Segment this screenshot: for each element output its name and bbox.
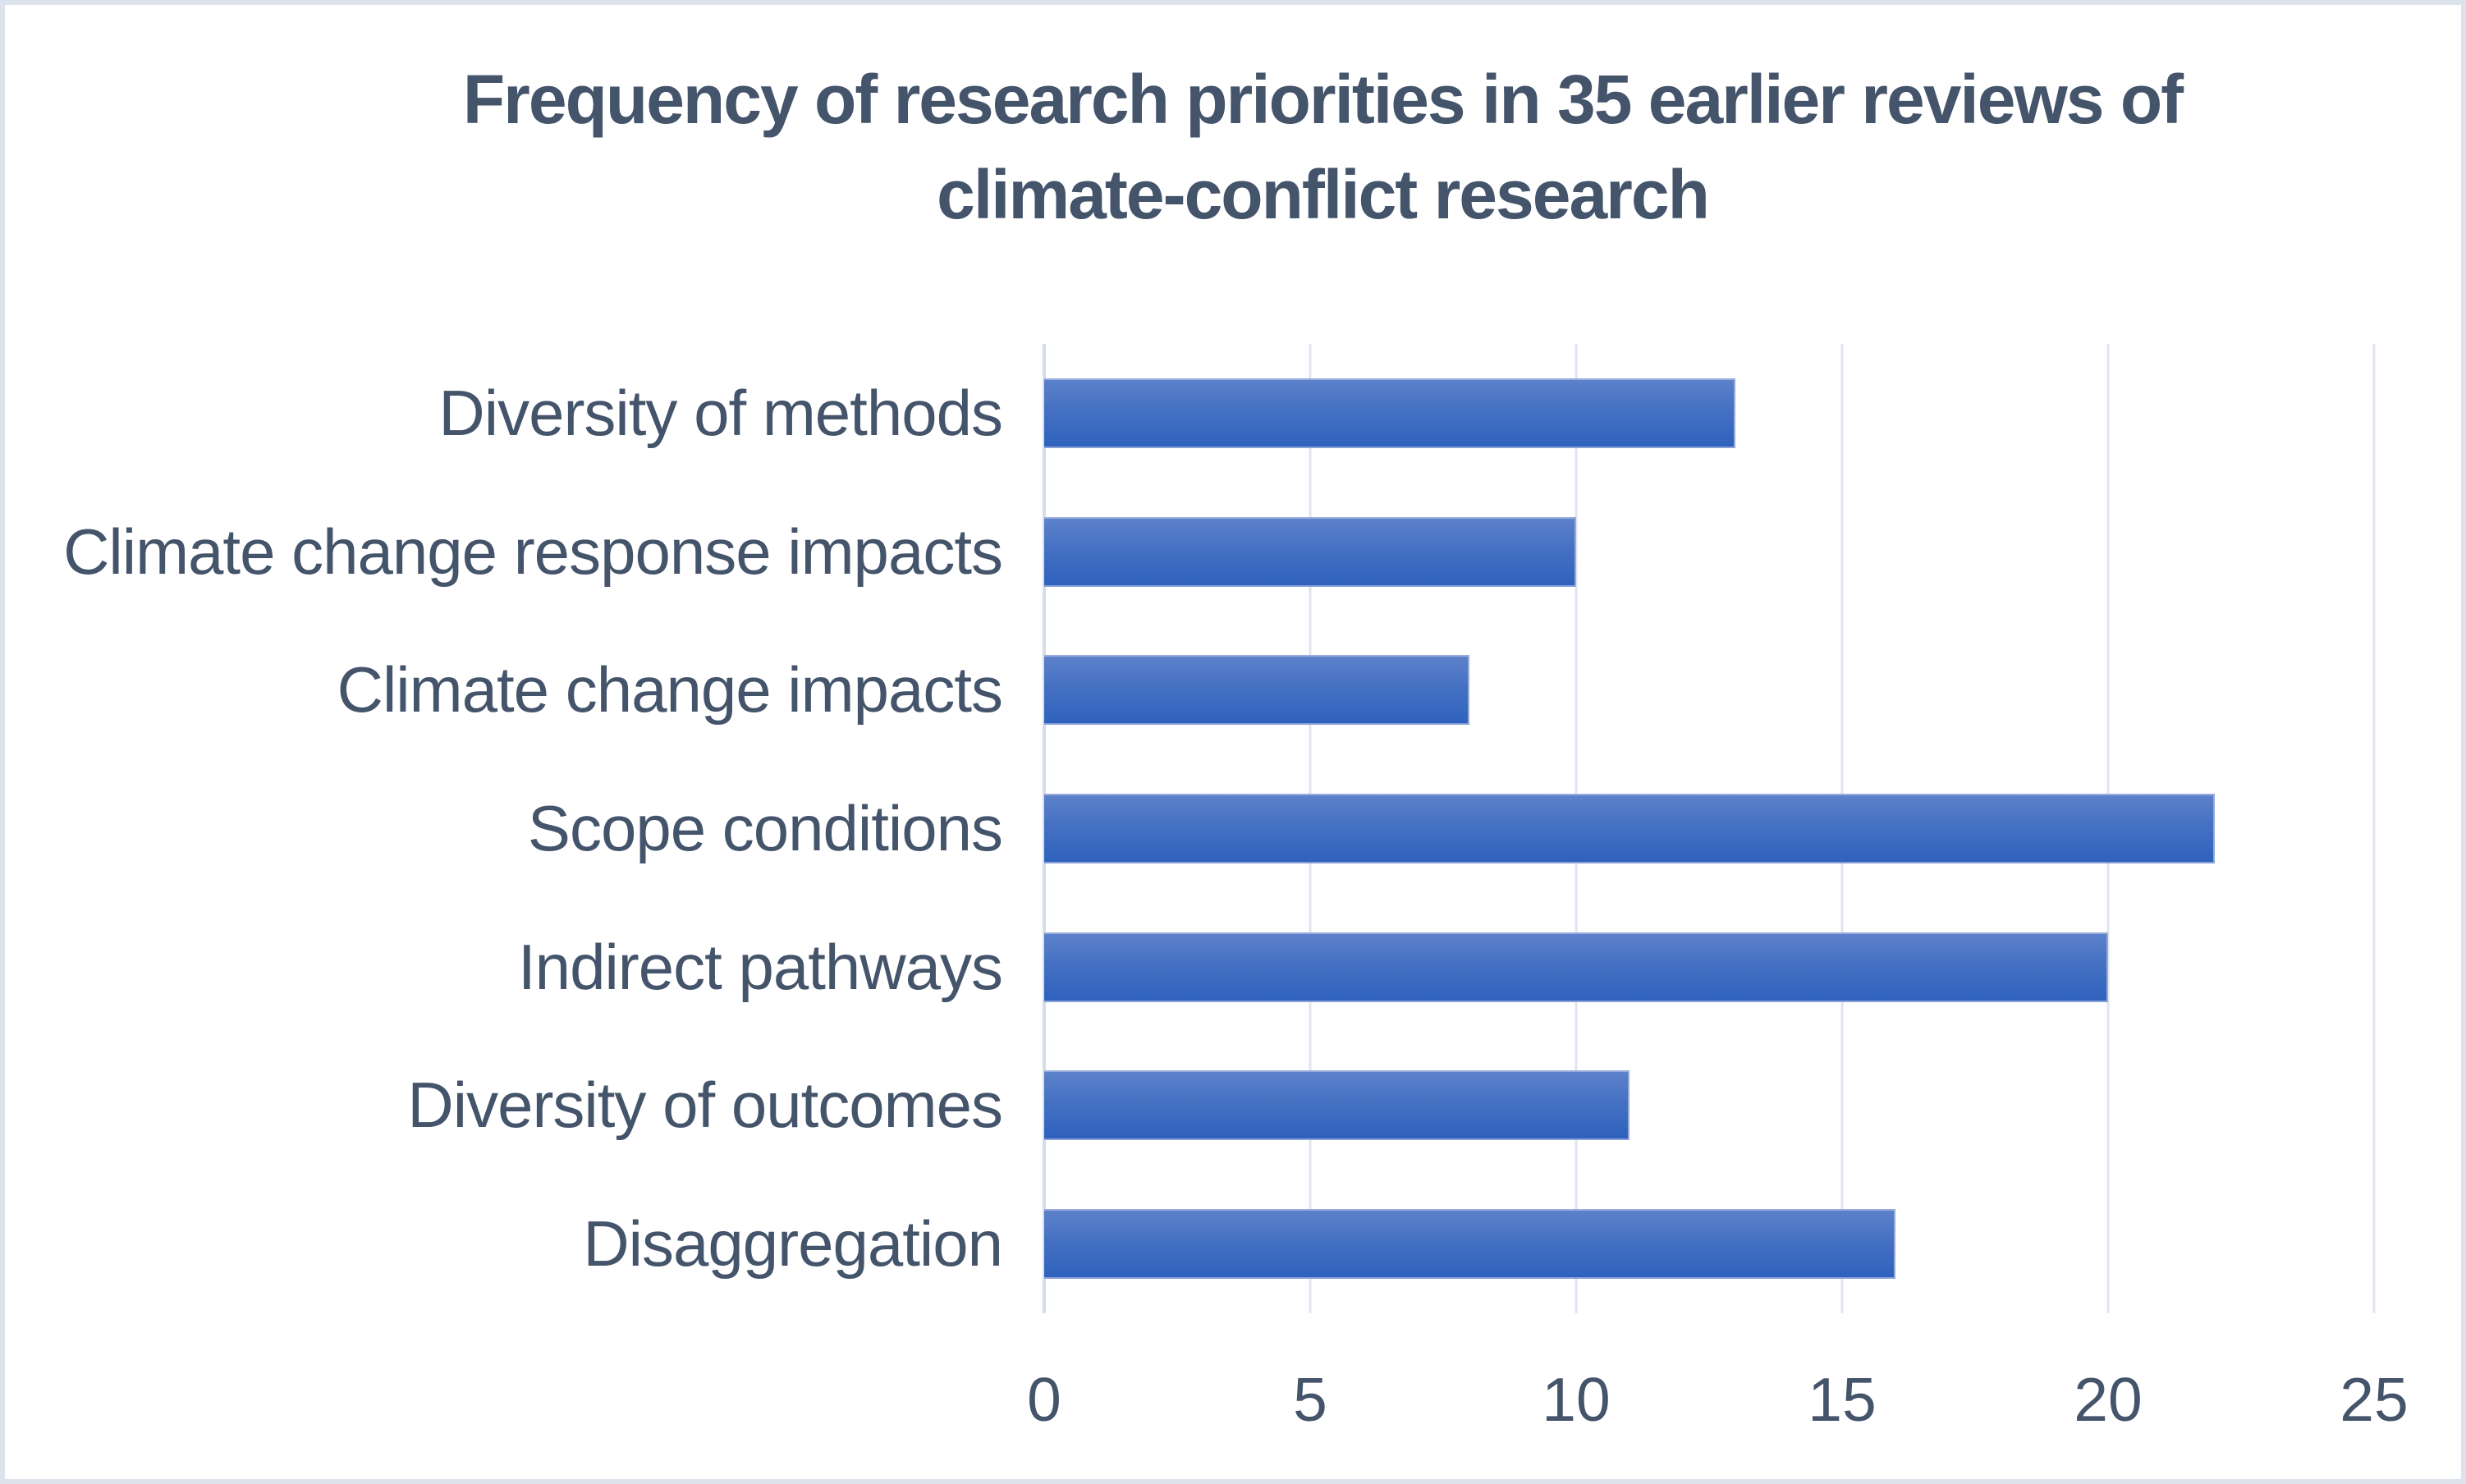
x-tick-label-5: 5 <box>1293 1365 1327 1434</box>
value-axis: 0 5 10 15 20 25 <box>1027 1358 2409 1456</box>
x-tick-label-20: 20 <box>2074 1365 2143 1434</box>
category-label-diversity-of-methods: Diversity of methods <box>438 376 1003 449</box>
x-tick-label-10: 10 <box>1542 1365 1611 1434</box>
gridline-25 <box>2372 344 2376 1313</box>
category-label-diversity-of-outcomes: Diversity of outcomes <box>407 1069 1003 1142</box>
bar-scope-conditions <box>1044 794 2215 863</box>
bar-indirect-pathways <box>1044 932 2108 1002</box>
x-tick-label-0: 0 <box>1027 1365 1061 1434</box>
bar-diversity-of-methods <box>1044 378 1736 448</box>
bar-disaggregation <box>1044 1209 1895 1280</box>
category-label-scope-conditions: Scope conditions <box>527 791 1003 864</box>
chart-title-line-1: Frequency of research priorities in 35 e… <box>462 61 2184 138</box>
chart-title: Frequency of research priorities in 35 e… <box>462 53 2184 243</box>
category-label-climate-change-response-impacts: Climate change response impacts <box>63 515 1003 588</box>
bar-diversity-of-outcomes <box>1044 1070 1629 1141</box>
bar-climate-change-impacts <box>1044 655 1470 726</box>
x-tick-label-15: 15 <box>1808 1365 1877 1434</box>
bar-climate-change-response-impacts <box>1044 516 1576 587</box>
chart-title-line-2: climate-conflict research <box>937 155 1710 233</box>
x-tick-label-25: 25 <box>2340 1365 2409 1434</box>
category-axis-labels: Diversity of methods Climate change respo… <box>30 344 1003 1313</box>
category-label-indirect-pathways: Indirect pathways <box>518 930 1003 1003</box>
category-label-climate-change-impacts: Climate change impacts <box>337 653 1003 726</box>
plot-area <box>1043 344 2376 1313</box>
category-label-disaggregation: Disaggregation <box>583 1207 1003 1280</box>
